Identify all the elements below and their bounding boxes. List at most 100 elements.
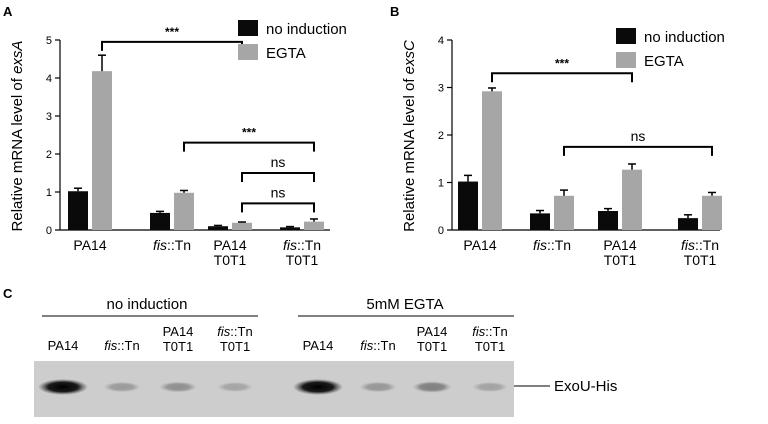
y-tick-label: 2 <box>438 130 444 142</box>
chart-b: 0 1 2 3 4 Relative mRNA level of exsC PA14 fis:… <box>401 28 725 268</box>
category-label-line2: T0T1 <box>684 252 717 268</box>
legend-swatch <box>616 28 636 44</box>
legend-label: EGTA <box>266 45 306 62</box>
lane-label-line2: T0T1 <box>475 339 505 354</box>
blot-band <box>38 379 88 395</box>
y-axis-label-gene: exsC <box>401 40 418 74</box>
y-axis-label-prefix: Relative mRNA level of <box>9 74 26 232</box>
category-label-italic: fis <box>153 237 167 253</box>
lane-label-plain: ::Tn <box>117 338 139 353</box>
category-label-plain: PA14 <box>213 237 246 253</box>
band-label: ExoU-His <box>554 378 617 395</box>
significance-bracket <box>563 145 713 156</box>
category-label-plain: ::Tn <box>547 237 571 253</box>
category-label-line2: T0T1 <box>214 252 247 268</box>
y-tick-label: 0 <box>438 225 444 237</box>
lane-label-plain: PA14 <box>417 324 448 339</box>
blot-band <box>471 381 509 393</box>
blot-band <box>412 381 452 393</box>
bar-no-induction <box>598 211 618 230</box>
lane-label-plain: PA14 <box>303 338 334 353</box>
category-label-line2: T0T1 <box>286 252 319 268</box>
blot-band <box>217 382 253 392</box>
category-label-italic: fis <box>533 237 547 253</box>
bar-no-induction <box>678 218 698 230</box>
lane-label-italic: fis <box>472 324 486 339</box>
category-label-plain: ::Tn <box>297 237 321 253</box>
y-axis-label: Relative mRNA level of exsC <box>401 40 418 232</box>
bar-egta <box>554 195 574 230</box>
lane-label-italic: fis <box>104 338 118 353</box>
significance-bracket <box>183 141 315 152</box>
lane-label: PA14 <box>417 324 448 339</box>
lane-label-line2: T0T1 <box>417 339 447 354</box>
blot-band <box>359 381 397 393</box>
significance-label: ns <box>631 128 646 144</box>
category-label: fis::Tn <box>283 237 321 253</box>
category-label: PA14 <box>213 237 246 253</box>
y-tick-label: 3 <box>46 111 52 123</box>
y-tick-label: 1 <box>438 178 444 190</box>
blot-bands <box>38 379 509 395</box>
y-tick-label: 3 <box>438 83 444 95</box>
lane-label-line2: T0T1 <box>163 339 193 354</box>
category-label-plain: PA14 <box>463 237 496 253</box>
lane-label: PA14 <box>163 324 194 339</box>
blot-band <box>293 379 343 395</box>
category-label-plain: ::Tn <box>167 237 191 253</box>
blot-header-egta: 5mM EGTA <box>366 296 443 313</box>
significance-bracket <box>101 40 243 51</box>
significance-label: *** <box>165 25 179 39</box>
bar-no-induction <box>458 181 478 230</box>
lane-label: fis::Tn <box>104 338 139 353</box>
lane-label-italic: fis <box>360 338 374 353</box>
y-axis-label-prefix: Relative mRNA level of <box>401 74 418 232</box>
bar-egta <box>232 222 252 230</box>
y-tick-label: 4 <box>46 73 52 85</box>
category-label: PA14 <box>73 237 106 253</box>
significance-label: ns <box>271 154 286 170</box>
significance-label: ns <box>271 184 286 200</box>
y-tick-label: 4 <box>438 35 444 47</box>
western-blot-panel: no induction 5mM EGTA PA14 fis::TnPA14T0T… <box>34 296 617 417</box>
bar-no-induction <box>208 226 228 230</box>
bar-egta <box>622 169 642 230</box>
category-label: fis::Tn <box>681 237 719 253</box>
category-label: PA14 <box>463 237 496 253</box>
chart-a: 0 1 2 3 4 5 Relative mRNA level of exsA PA14 fis… <box>9 20 347 268</box>
y-tick-label: 5 <box>46 35 52 47</box>
lane-label-plain: PA14 <box>48 338 79 353</box>
lane-label: fis::Tn <box>472 324 507 339</box>
y-tick-label: 0 <box>46 225 52 237</box>
category-label-italic: fis <box>681 237 695 253</box>
category-label: fis::Tn <box>153 237 191 253</box>
legend-label: no induction <box>266 21 347 38</box>
blot-band <box>103 381 141 393</box>
significance-bracket <box>491 72 633 83</box>
bar-egta <box>174 192 194 230</box>
y-tick-label: 1 <box>46 187 52 199</box>
lane-label-plain: ::Tn <box>230 324 252 339</box>
legend-label: no induction <box>644 29 725 46</box>
lane-label-italic: fis <box>217 324 231 339</box>
lane-label-plain: ::Tn <box>485 324 507 339</box>
category-label: fis::Tn <box>533 237 571 253</box>
legend-swatch <box>238 44 258 60</box>
bar-egta <box>304 221 324 230</box>
bar-egta <box>92 71 112 230</box>
category-label-plain: PA14 <box>603 237 636 253</box>
legend-swatch <box>616 52 636 68</box>
category-label-line2: T0T1 <box>604 252 637 268</box>
bar-egta <box>482 91 502 230</box>
bar-egta <box>702 195 722 230</box>
panel-letter-a: A <box>3 4 13 19</box>
y-axis-label: Relative mRNA level of exsA <box>9 41 26 232</box>
lane-label: PA14 <box>48 338 79 353</box>
bar-no-induction <box>280 227 300 230</box>
blot-header-no-induction: no induction <box>107 296 188 313</box>
legend-label: EGTA <box>644 53 684 70</box>
panel-letter-c: C <box>3 286 13 301</box>
category-label-plain: PA14 <box>73 237 106 253</box>
bar-no-induction <box>68 191 88 230</box>
